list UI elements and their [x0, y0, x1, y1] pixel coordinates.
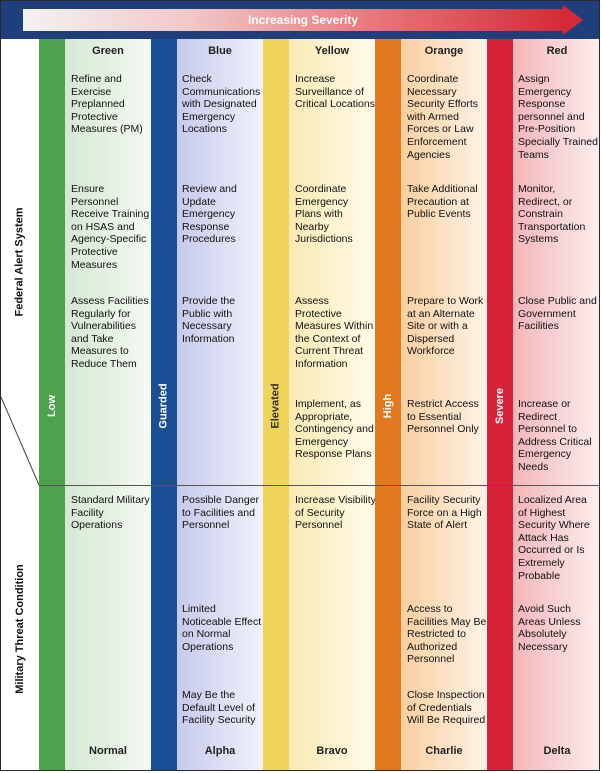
military-measure-green-1: Standard Military Facility Operations — [71, 494, 150, 532]
column-yellow — [289, 39, 375, 770]
military-measure-blue-2: Limited Noticeable Effect on Normal Oper… — [182, 603, 262, 653]
level-strip-severe: Severe — [487, 39, 513, 770]
column-red — [513, 39, 599, 770]
military-measure-red-2: Avoid Such Areas Unless Absolutely Neces… — [518, 603, 581, 653]
federal-measure-orange-4: Restrict Access to Essential Personnel O… — [407, 398, 479, 436]
federal-measure-yellow-2: Coordinate Emergency Plans with Nearby J… — [295, 183, 353, 246]
military-threat-label: Military Threat Condition — [1, 485, 39, 770]
federal-measure-yellow-3: Assess Protective Measures Within the Co… — [295, 295, 374, 370]
federal-measure-orange-1: Coordinate Necessary Security Efforts wi… — [407, 73, 478, 161]
column-blue — [177, 39, 263, 770]
federal-measure-blue-3: Provide the Public with Necessary Inform… — [182, 295, 236, 345]
federal-measure-blue-2: Review and Update Emergency Response Pro… — [182, 183, 237, 246]
military-measure-orange-3: Close Inspection of Credentials Will Be … — [407, 689, 486, 727]
federal-measure-orange-2: Take Additional Precaution at Public Eve… — [407, 183, 478, 221]
level-strip-elevated: Elevated — [263, 39, 289, 770]
severity-title: Increasing Severity — [247, 13, 359, 27]
military-measure-orange-1: Facility Security Force on a High State … — [407, 494, 482, 532]
federal-measure-blue-1: Check Communications with Designated Eme… — [182, 73, 261, 136]
level-label-guarded: Guarded — [158, 382, 171, 429]
column-header-orange: Orange — [424, 45, 464, 57]
federal-measure-red-4: Increase or Redirect Personnel to Addres… — [518, 398, 592, 473]
condition-delta: Delta — [543, 745, 571, 757]
condition-normal: Normal — [89, 745, 127, 757]
federal-alert-label: Federal Alert System — [1, 39, 39, 485]
level-label-high: High — [381, 393, 394, 418]
level-label-low: Low — [46, 394, 58, 417]
severity-arrow-head — [563, 5, 583, 35]
federal-measure-red-3: Close Public and Government Facilities — [518, 295, 597, 333]
military-measure-orange-2: Access to Facilities May Be Restricted t… — [407, 603, 487, 666]
federal-measure-green-1: Refine and Exercise Preplanned Protectiv… — [71, 73, 143, 136]
federal-alert-text: Federal Alert System — [14, 207, 26, 317]
column-orange — [401, 39, 487, 770]
condition-charlie: Charlie — [425, 745, 463, 757]
federal-measure-orange-3: Prepare to Work at an Alternate Site or … — [407, 295, 484, 358]
level-label-severe: Severe — [494, 387, 506, 424]
military-measure-yellow-1: Increase Visibility of Security Personne… — [295, 494, 376, 532]
level-strip-low: Low — [39, 39, 65, 770]
severity-banner: Increasing Severity — [1, 1, 599, 39]
military-measure-red-1: Localized Area of Highest Security Where… — [518, 494, 590, 582]
federal-measure-green-3: Assess Facilities Regularly for Vulnerab… — [71, 295, 149, 370]
military-measure-blue-3: May Be the Default Level of Facility Sec… — [182, 689, 256, 727]
federal-measure-red-1: Assign Emergency Response personnel and … — [518, 73, 598, 161]
federal-measure-yellow-1: Increase Surveillance of Critical Locati… — [295, 73, 375, 111]
level-label-elevated: Elevated — [270, 382, 282, 429]
military-threat-text: Military Threat Condition — [14, 563, 26, 694]
condition-bravo: Bravo — [316, 745, 348, 757]
column-header-yellow: Yellow — [314, 45, 350, 57]
level-strip-guarded: Guarded — [151, 39, 177, 770]
military-measure-blue-1: Possible Danger to Facilities and Person… — [182, 494, 260, 532]
column-header-blue: Blue — [208, 45, 232, 57]
column-green — [65, 39, 151, 770]
severity-arrow-body — [23, 9, 563, 31]
federal-measure-red-2: Monitor, Redirect, or Constrain Transpor… — [518, 183, 586, 246]
federal-measure-yellow-4: Implement, as Appropriate, Contingency a… — [295, 398, 374, 461]
level-strip-high: High — [375, 39, 401, 770]
condition-alpha: Alpha — [204, 745, 236, 757]
column-header-green: Green — [92, 45, 124, 57]
column-header-red: Red — [546, 45, 568, 57]
section-divider — [39, 485, 599, 486]
federal-measure-green-2: Ensure Personnel Receive Training on HSA… — [71, 183, 150, 271]
